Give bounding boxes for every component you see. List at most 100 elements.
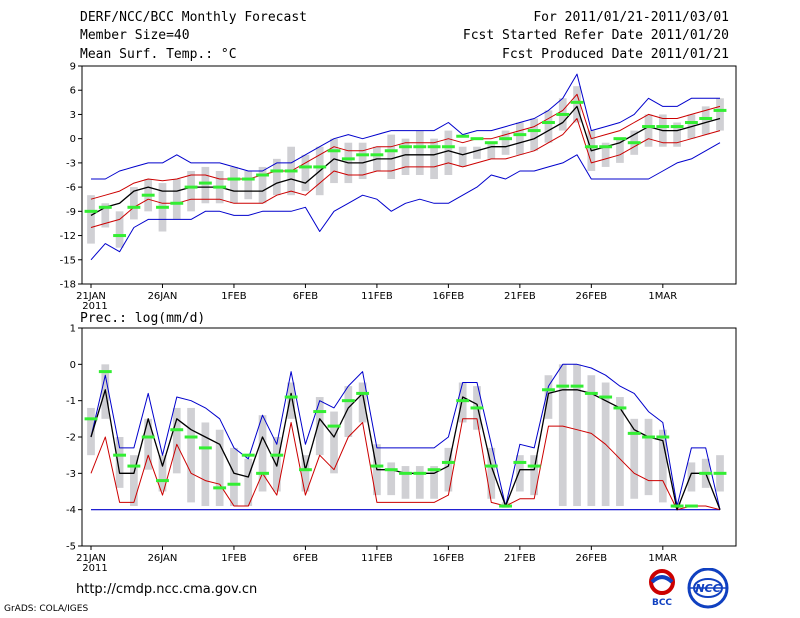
member-spread-box	[587, 375, 596, 507]
chart-title: DERF/NCC/BCC Monthly Forecast	[80, 10, 307, 25]
member-spread-box	[172, 179, 181, 220]
member-spread-box	[187, 407, 195, 503]
member-spread-box	[658, 429, 667, 503]
y-tick-label: -15	[60, 255, 76, 266]
bcc-logo-text: BCC	[652, 598, 672, 608]
member-spread-box	[244, 170, 253, 200]
member-spread-box	[430, 466, 438, 499]
member-spread-box	[430, 138, 438, 180]
member-spread-box	[530, 455, 539, 496]
member-spread-box	[687, 462, 696, 492]
y-tick-label: 1	[70, 324, 76, 335]
ncc-logo-text: NCC	[695, 582, 720, 595]
member-spread-box	[673, 122, 681, 147]
member-spread-box	[244, 458, 253, 507]
member-spread-box	[258, 415, 267, 492]
member-spread-box	[115, 211, 124, 248]
series-line-max	[91, 73, 720, 180]
member-spread-box	[272, 158, 281, 196]
member-spread-box	[558, 364, 567, 507]
member-spread-box	[516, 455, 524, 492]
member-spread-box	[444, 130, 453, 175]
started-date-label: Fcst Started Refer Date 2011/01/20	[462, 28, 729, 43]
x-tick-label: 26FEB	[576, 553, 608, 564]
member-spread-box	[158, 455, 167, 492]
member-spread-box	[172, 407, 181, 474]
x-tick-label: 26JAN	[148, 553, 178, 564]
grads-credit: GrADS: COLA/IGES	[4, 604, 89, 614]
member-spread-box	[201, 166, 210, 204]
y-tick-label: -6	[66, 183, 76, 194]
member-spread-box	[258, 166, 267, 204]
series-line-max	[90, 363, 721, 510]
x-tick-label: 21FEB	[504, 291, 536, 302]
member-spread-box	[330, 138, 338, 184]
member-spread-box	[701, 106, 710, 135]
member-spread-box	[330, 411, 338, 474]
y-tick-label: 0	[70, 360, 76, 371]
x-tick-label: 1MAR	[648, 291, 677, 302]
ncc-logo-icon: NCC	[687, 568, 729, 609]
member-spread-box	[301, 154, 310, 192]
y-tick-label: 9	[70, 62, 76, 73]
variable-label: Mean Surf. Temp.: °C	[80, 47, 237, 62]
y-tick-label: -9	[66, 207, 76, 218]
member-spread-box	[501, 130, 510, 155]
plot-frame	[81, 65, 737, 285]
member-spread-box	[573, 86, 581, 123]
source-url[interactable]: http://cmdp.ncc.cma.gov.cn	[76, 582, 258, 597]
y-tick-label: -12	[60, 231, 76, 242]
member-spread-box	[716, 98, 724, 131]
member-spread-box	[644, 114, 653, 147]
member-spread-box	[301, 455, 310, 492]
x-tick-label: 6FEB	[293, 553, 318, 564]
y-tick-label: -5	[66, 542, 76, 553]
x-tick-label: 1FEB	[221, 291, 246, 302]
precip-panel-title: Prec.: log(mm/d)	[80, 311, 205, 326]
x-tick-year: 2011	[82, 301, 107, 312]
x-tick-label: 26JAN	[148, 291, 178, 302]
x-tick-label: 1FEB	[221, 553, 246, 564]
member-spread-box	[630, 418, 639, 499]
member-size-label: Member Size=40	[80, 28, 190, 43]
member-spread-box	[644, 418, 653, 496]
x-tick-label: 11FEB	[361, 291, 393, 302]
member-spread-box	[401, 138, 410, 175]
series-line-upper	[90, 93, 721, 200]
member-spread-box	[473, 146, 481, 159]
x-tick-label: 1MAR	[648, 553, 677, 564]
y-tick-label: -2	[66, 433, 76, 444]
x-tick-label: 11FEB	[361, 553, 393, 564]
x-tick-year: 2011	[82, 563, 107, 574]
member-spread-box	[230, 447, 238, 507]
member-spread-box	[415, 466, 424, 499]
produced-date-label: Fcst Produced Date 2011/01/21	[502, 47, 729, 62]
member-spread-box	[201, 422, 210, 507]
series-line-low	[90, 418, 721, 511]
x-tick-label: 26FEB	[576, 291, 608, 302]
member-spread-box	[344, 386, 353, 437]
member-spread-box	[87, 407, 95, 456]
member-spread-box	[616, 138, 624, 163]
member-spread-box	[458, 382, 467, 423]
y-tick-label: -1	[66, 396, 76, 407]
member-spread-box	[530, 118, 539, 151]
bcc-logo-icon: BCC	[649, 569, 675, 608]
member-spread-box	[144, 418, 153, 470]
member-spread-box	[444, 447, 453, 492]
member-spread-box	[616, 397, 624, 507]
member-spread-box	[130, 455, 138, 507]
x-tick-label: 21JAN	[76, 553, 106, 564]
x-tick-label: 21JAN	[76, 291, 106, 302]
member-spread-box	[230, 166, 238, 204]
x-tick-label: 16FEB	[433, 291, 465, 302]
member-spread-box	[87, 195, 95, 244]
member-spread-box	[601, 142, 610, 167]
member-spread-box	[487, 447, 496, 499]
y-tick-label: -3	[66, 469, 76, 480]
member-spread-box	[516, 122, 524, 155]
y-tick-label: 3	[70, 110, 76, 121]
y-tick-label: 0	[70, 134, 76, 145]
